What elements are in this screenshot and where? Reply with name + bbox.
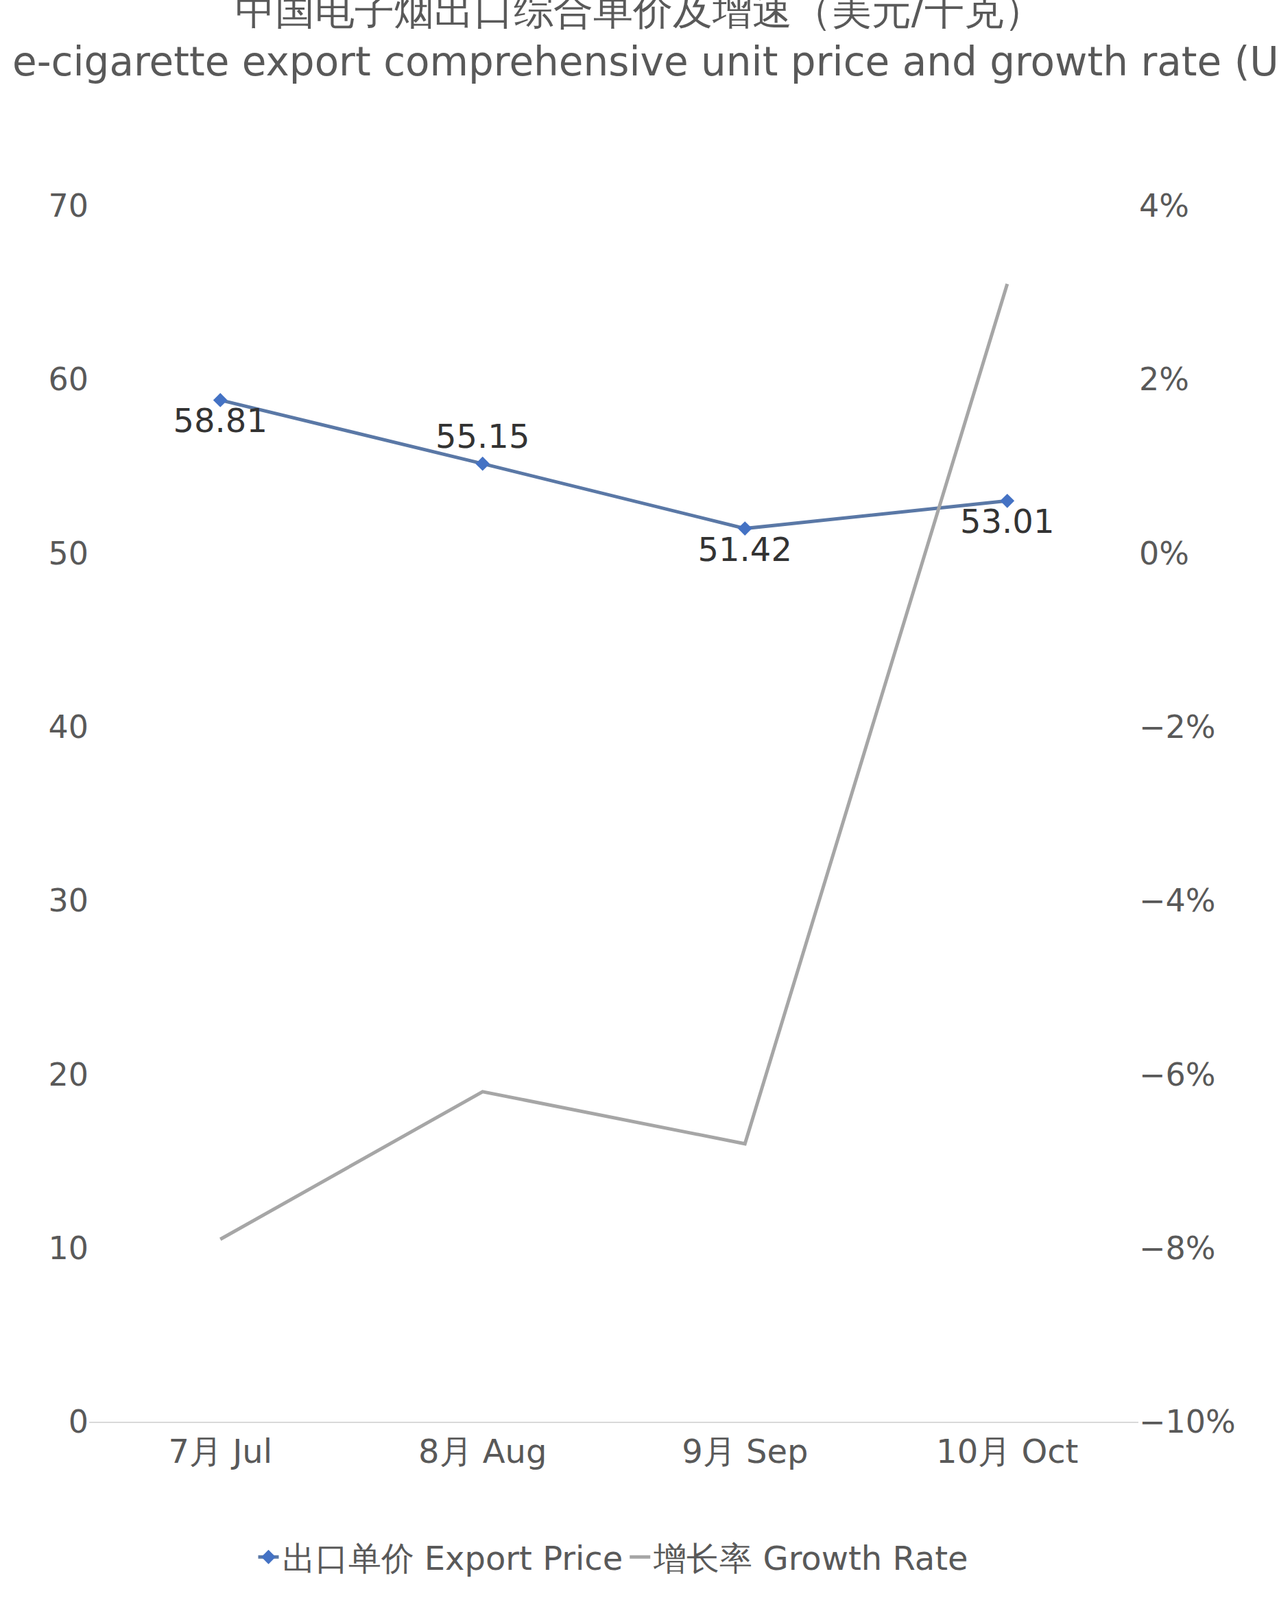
- svg-text:55.15: 55.15: [435, 416, 530, 456]
- svg-text:4%: 4%: [1139, 187, 1190, 225]
- svg-text:−8%: −8%: [1139, 1229, 1216, 1267]
- svg-text:−10%: −10%: [1139, 1403, 1236, 1441]
- svg-text:7月 Jul: 7月 Jul: [168, 1431, 273, 1471]
- svg-text:出口单价 Export Price: 出口单价 Export Price: [282, 1538, 624, 1578]
- svg-text:−4%: −4%: [1139, 881, 1216, 919]
- svg-text:中国电子烟出口综合单价及增速（美元/千克）China's e: 中国电子烟出口综合单价及增速（美元/千克）China's e-cigarette…: [0, 0, 1279, 86]
- svg-text:增长率 Growth Rate: 增长率 Growth Rate: [652, 1538, 968, 1578]
- svg-text:−6%: −6%: [1139, 1056, 1216, 1094]
- svg-text:10: 10: [48, 1229, 89, 1267]
- svg-text:8月 Aug: 8月 Aug: [418, 1431, 548, 1471]
- svg-text:2%: 2%: [1139, 360, 1190, 398]
- svg-text:10月 Oct: 10月 Oct: [936, 1431, 1079, 1471]
- svg-text:0%: 0%: [1139, 534, 1190, 572]
- svg-text:58.81: 58.81: [173, 401, 268, 440]
- svg-text:0: 0: [68, 1403, 89, 1441]
- svg-text:60: 60: [48, 360, 89, 398]
- svg-text:70: 70: [48, 187, 89, 225]
- svg-text:51.42: 51.42: [698, 530, 793, 569]
- svg-text:−2%: −2%: [1139, 708, 1216, 746]
- svg-text:30: 30: [48, 881, 89, 919]
- svg-text:9月 Sep: 9月 Sep: [681, 1431, 808, 1471]
- svg-text:20: 20: [48, 1056, 89, 1094]
- svg-text:40: 40: [48, 708, 89, 746]
- svg-text:53.01: 53.01: [960, 501, 1055, 541]
- svg-text:50: 50: [48, 534, 89, 572]
